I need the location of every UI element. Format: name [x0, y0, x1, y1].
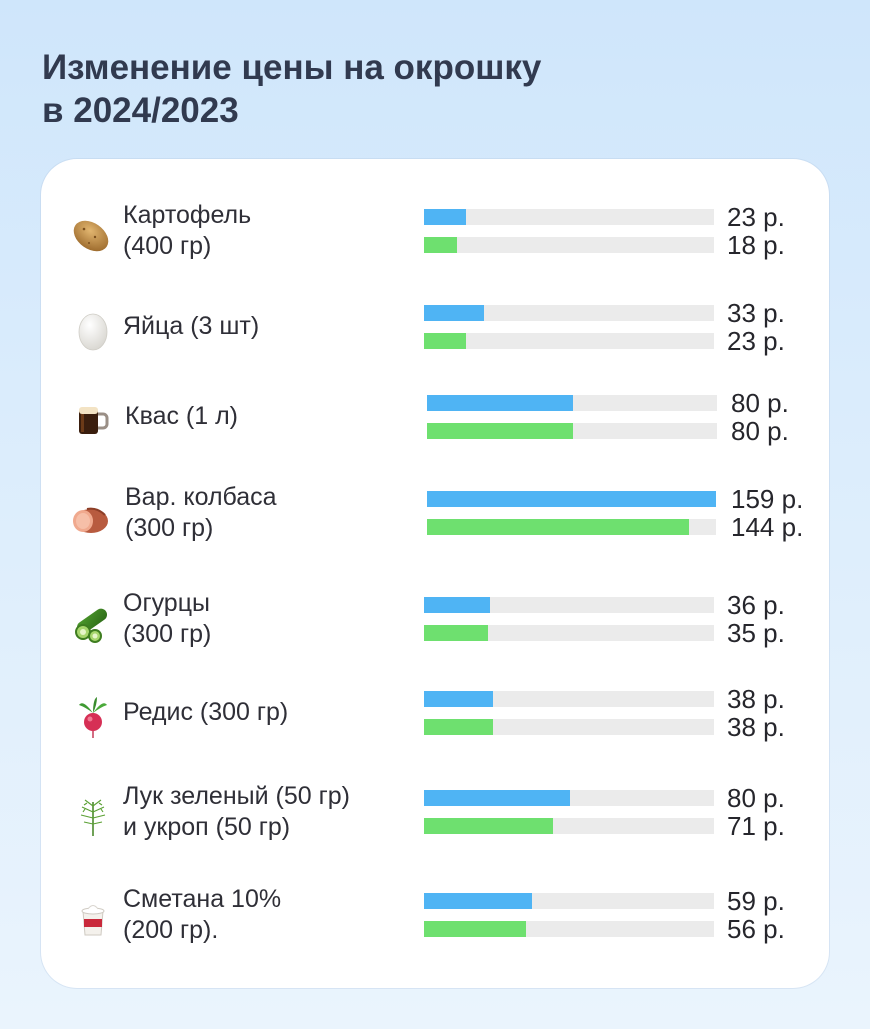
price-2024-label: 80 р.: [727, 783, 785, 813]
bar-track: [424, 625, 714, 641]
bar-2024: [424, 790, 570, 806]
chart-row: Яйца (3 шт) 33 р. 23 р.: [41, 295, 829, 375]
bar-track: [424, 921, 714, 937]
price-2023-label: 71 р.: [727, 811, 785, 841]
category-label-line: Лук зеленый (50 гр): [123, 782, 350, 810]
bar-2024: [424, 209, 466, 225]
egg-icon: [71, 309, 115, 353]
price-2024-label: 36 р.: [727, 590, 785, 620]
bar-track: [427, 395, 717, 411]
bar-2023: [424, 921, 526, 937]
radish-icon: [71, 695, 115, 739]
price-2023-label: 35 р.: [727, 618, 785, 648]
kvass-mug-icon: [69, 399, 113, 443]
category-label-line: (200 гр).: [123, 916, 219, 944]
chart-row: Сметана 10% (200 гр). 59 р. 56 р.: [41, 883, 829, 963]
category-label: Огурцы (300 гр): [123, 588, 211, 650]
bar-2023: [424, 625, 488, 641]
bar-2023: [424, 333, 466, 349]
category-label-line: (300 гр): [125, 514, 214, 542]
cucumber-icon: [69, 601, 113, 645]
category-label-line: Картофель: [123, 201, 252, 229]
sour-cream-icon: [71, 897, 115, 941]
bar-track: [424, 719, 714, 735]
price-2023-label: 38 р.: [727, 712, 785, 742]
category-label: Лук зеленый (50 гр) и укроп (50 гр): [123, 781, 350, 843]
bar-2024: [427, 395, 573, 411]
category-label-line: Огурцы: [123, 589, 210, 617]
price-2024-label: 33 р.: [727, 298, 785, 328]
price-2023-label: 23 р.: [727, 326, 785, 356]
bar-track: [427, 423, 717, 439]
bar-track: [424, 790, 714, 806]
chart-card: Картофель (400 гр) 23 р. 18 р. Яйца (3 шт) 33…: [41, 159, 829, 988]
bar-track: [424, 305, 714, 321]
dill-icon: [71, 794, 115, 838]
bar-2024: [424, 305, 484, 321]
bar-2024: [424, 893, 532, 909]
category-label-line: и укроп (50 гр): [123, 813, 291, 841]
bar-2024: [424, 691, 493, 707]
category-label-line: (400 гр): [123, 232, 212, 260]
price-2023-label: 80 р.: [731, 416, 789, 446]
chart-row: Огурцы (300 гр) 36 р. 35 р.: [41, 587, 829, 667]
bar-track: [427, 519, 716, 535]
bar-2023: [424, 237, 457, 253]
chart-row: Редис (300 гр) 38 р. 38 р.: [41, 681, 829, 761]
price-2023-label: 144 р.: [731, 512, 804, 542]
bar-2024: [424, 597, 490, 613]
sausage-icon: [67, 495, 111, 539]
chart-row: Квас (1 л) 80 р. 80 р.: [41, 385, 829, 465]
bar-track: [424, 209, 714, 225]
chart-row: Вар. колбаса (300 гр) 159 р. 144 р.: [41, 481, 829, 561]
bar-track: [424, 691, 714, 707]
category-label: Яйца (3 шт): [123, 311, 259, 342]
price-2024-label: 80 р.: [731, 388, 789, 418]
bar-track: [424, 818, 714, 834]
bar-2023: [424, 818, 553, 834]
price-2024-label: 59 р.: [727, 886, 785, 916]
bar-track: [424, 333, 714, 349]
category-label-line: (300 гр): [123, 620, 212, 648]
chart-row: Лук зеленый (50 гр) и укроп (50 гр) 80 р. 7…: [41, 780, 829, 860]
price-2023-label: 56 р.: [727, 914, 785, 944]
price-2024-label: 159 р.: [731, 484, 804, 514]
category-label: Картофель (400 гр): [123, 200, 251, 262]
price-2024-label: 23 р.: [727, 202, 785, 232]
bar-2024: [427, 491, 716, 507]
bar-track: [427, 491, 716, 507]
category-label: Сметана 10% (200 гр).: [123, 884, 281, 946]
potato-icon: [69, 213, 113, 257]
price-2024-label: 38 р.: [727, 684, 785, 714]
page-title: Изменение цены на окрошку в 2024/2023: [42, 46, 541, 132]
bar-track: [424, 237, 714, 253]
title-line-1: Изменение цены на окрошку: [42, 48, 542, 87]
price-2023-label: 18 р.: [727, 230, 785, 260]
bar-track: [424, 597, 714, 613]
chart-row: Картофель (400 гр) 23 р. 18 р.: [41, 199, 829, 279]
category-label-line: Редис (300 гр): [123, 698, 289, 726]
bar-2023: [427, 423, 573, 439]
category-label-line: Квас (1 л): [125, 402, 239, 430]
category-label-line: Вар. колбаса: [125, 483, 277, 511]
category-label-line: Яйца (3 шт): [123, 312, 260, 340]
bar-2023: [424, 719, 493, 735]
category-label: Вар. колбаса (300 гр): [125, 482, 277, 544]
category-label: Редис (300 гр): [123, 697, 288, 728]
bar-2023: [427, 519, 689, 535]
title-line-2: в 2024/2023: [42, 91, 239, 130]
category-label-line: Сметана 10%: [123, 885, 282, 913]
bar-track: [424, 893, 714, 909]
category-label: Квас (1 л): [125, 401, 238, 432]
